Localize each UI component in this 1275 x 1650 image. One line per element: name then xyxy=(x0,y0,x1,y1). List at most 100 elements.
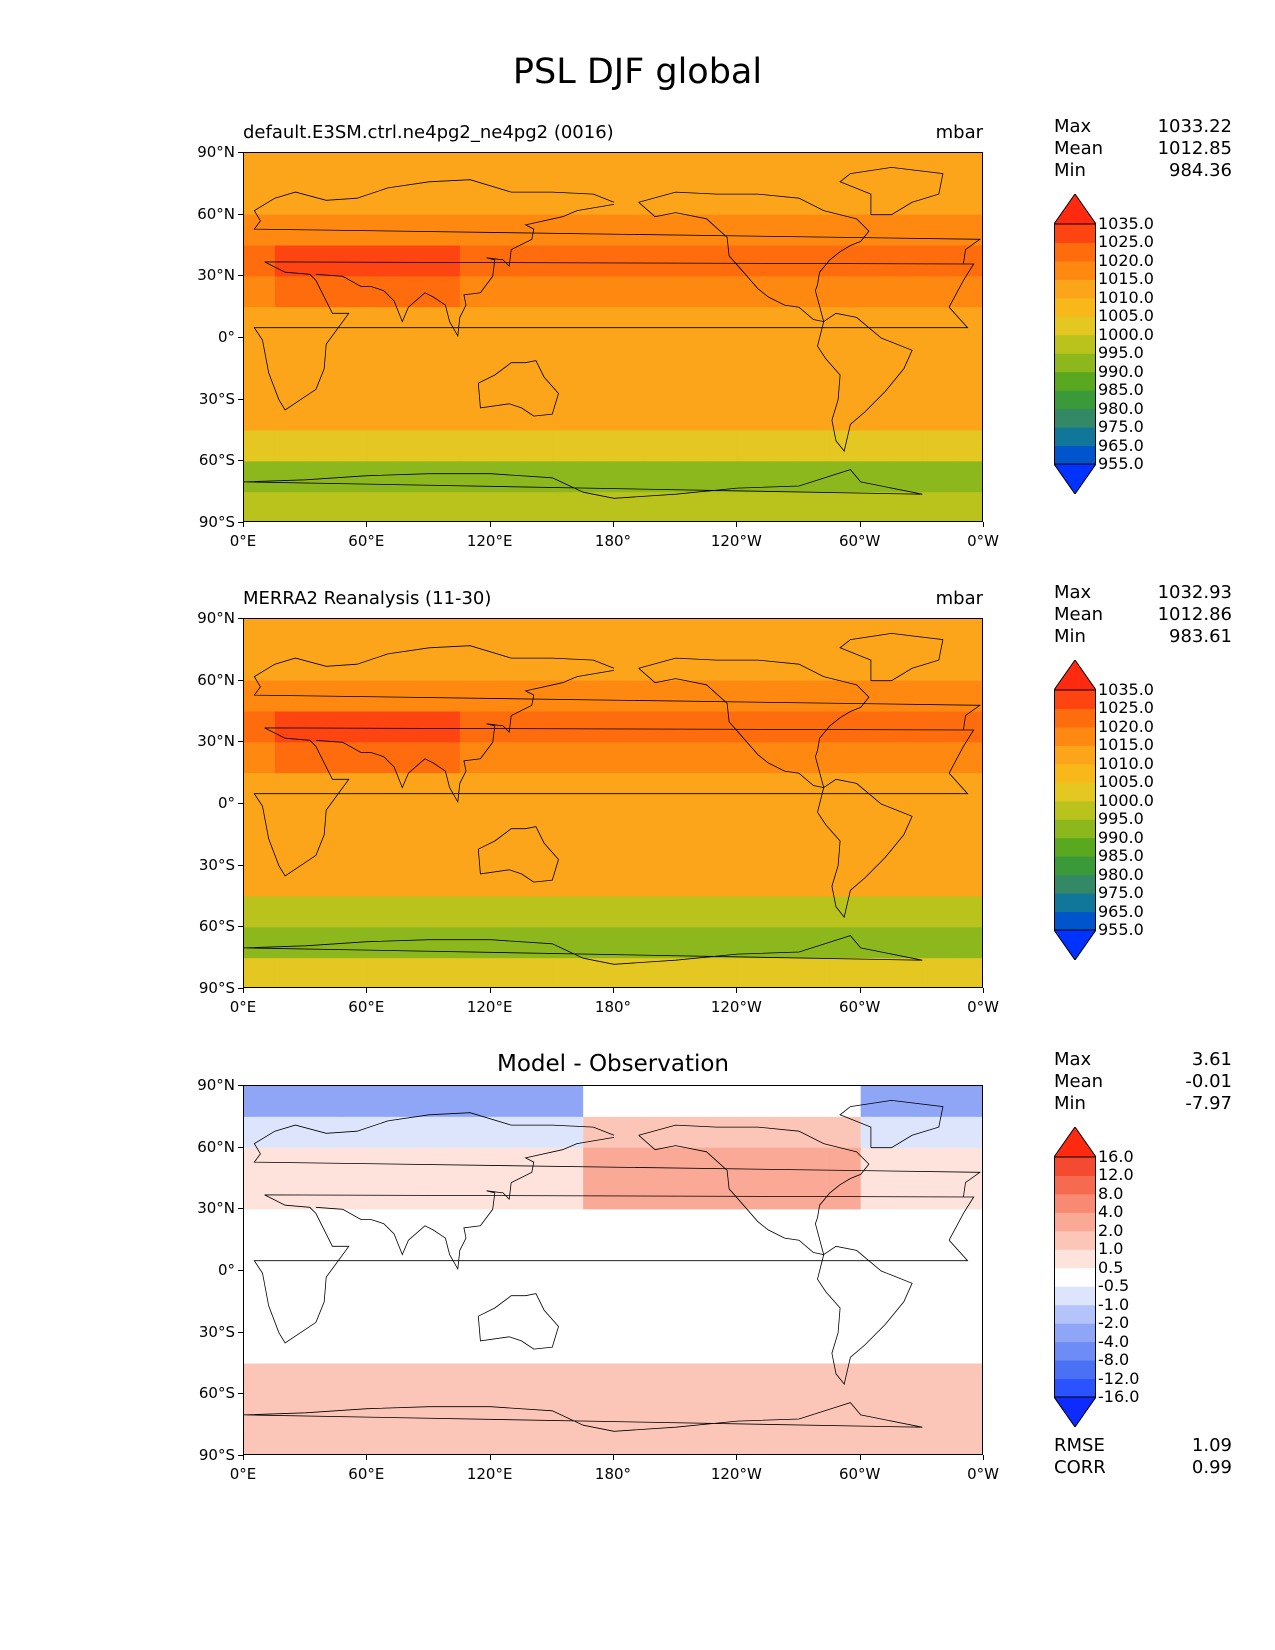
field-cell xyxy=(675,1332,708,1365)
field-cell xyxy=(367,1116,399,1149)
field-cell xyxy=(490,1425,523,1454)
field-cell xyxy=(459,742,492,774)
field-cell xyxy=(305,1363,338,1395)
field-cell xyxy=(644,399,677,432)
field-cell xyxy=(367,1363,399,1395)
field-cell xyxy=(459,368,492,401)
metric-value-rmse: 1.09 xyxy=(1191,1435,1232,1456)
field-cell xyxy=(583,1363,615,1395)
panel-title: Model - Observation xyxy=(496,1051,730,1077)
field-cell xyxy=(860,1147,893,1180)
colorbar-label: 2.0 xyxy=(1098,1220,1124,1240)
field-cell xyxy=(305,245,338,277)
field-cell xyxy=(305,773,338,805)
field-cell xyxy=(336,742,368,774)
field-cell xyxy=(891,183,923,216)
field-cell xyxy=(429,865,461,898)
colorbar-label: 1000.0 xyxy=(1098,324,1154,344)
colorbar-swatch xyxy=(1054,1193,1096,1213)
x-tick-label: 120°E xyxy=(466,1465,513,1483)
field-cell xyxy=(583,1147,615,1180)
field-cell xyxy=(552,619,584,651)
field-cell xyxy=(274,680,307,713)
field-cell xyxy=(860,773,893,805)
field-cell xyxy=(614,461,646,493)
field-cell xyxy=(860,368,893,401)
field-cell xyxy=(336,619,368,651)
field-cell xyxy=(490,680,523,713)
field-cell xyxy=(768,1301,800,1334)
y-tick-label: 30°N xyxy=(197,266,235,285)
coastline xyxy=(315,204,615,338)
field-cell xyxy=(521,804,553,836)
colorbar-swatch xyxy=(1054,708,1096,728)
stat-value-min: 984.36 xyxy=(1169,160,1232,181)
coastline xyxy=(253,645,982,731)
field-cell xyxy=(583,430,615,462)
field-cell xyxy=(953,430,982,462)
field-cell xyxy=(490,896,523,928)
field-cell xyxy=(799,1301,831,1334)
field-cell xyxy=(614,1363,646,1395)
field-cell xyxy=(305,896,338,928)
colorbar-swatch xyxy=(1054,408,1096,428)
field-cell xyxy=(274,958,307,987)
field-cell xyxy=(706,338,738,370)
colorbar-label: 1015.0 xyxy=(1098,735,1154,755)
field-cell xyxy=(860,183,893,216)
field-cell xyxy=(675,1178,708,1210)
field-cell xyxy=(398,1363,430,1395)
field-cell xyxy=(459,245,492,277)
field-cell xyxy=(583,276,615,308)
field-cell xyxy=(644,461,677,493)
field-cell xyxy=(583,804,615,836)
field-cell xyxy=(521,276,553,308)
x-tick-label: 0°W xyxy=(967,998,999,1016)
field-cell xyxy=(521,1301,553,1334)
field-cell xyxy=(459,834,492,867)
field-cell xyxy=(583,742,615,774)
x-tick-mark xyxy=(613,1455,614,1460)
field-cell xyxy=(675,338,708,370)
field-cell xyxy=(829,1116,862,1149)
colorbar-label: 995.0 xyxy=(1098,343,1144,363)
field-cell xyxy=(459,276,492,308)
field-cell xyxy=(953,927,982,959)
field-cell xyxy=(922,1147,954,1180)
field-cell xyxy=(490,773,523,805)
field-cell xyxy=(305,927,338,959)
field-cell xyxy=(398,896,430,928)
field-cell xyxy=(336,1178,368,1210)
stat-value-mean: 1012.86 xyxy=(1157,604,1232,625)
field-cell xyxy=(398,368,430,401)
field-cell xyxy=(737,742,769,774)
field-cell xyxy=(644,307,677,339)
x-tick-label: 0°E xyxy=(229,532,257,550)
y-tick-label: 30°S xyxy=(198,389,235,408)
field-cell xyxy=(521,834,553,867)
field-cell xyxy=(367,804,399,836)
field-cell xyxy=(583,1178,615,1210)
field-cell xyxy=(336,804,368,836)
field-cell xyxy=(953,1240,982,1272)
field-cell xyxy=(336,1240,368,1272)
field-cell xyxy=(829,619,862,651)
x-tick-label: 120°W xyxy=(710,1465,762,1483)
field-cell xyxy=(367,1086,399,1118)
field-cell xyxy=(583,214,615,247)
colorbar-swatch xyxy=(1054,1323,1096,1343)
field-cell xyxy=(799,619,831,651)
field-cell xyxy=(398,1271,430,1303)
field-cell xyxy=(799,276,831,308)
field-cell xyxy=(244,927,276,959)
field-cell xyxy=(737,1301,769,1334)
field-cell xyxy=(244,1240,276,1272)
colorbar-label: 955.0 xyxy=(1098,454,1144,473)
y-tick-mark xyxy=(238,1270,243,1271)
field-cell xyxy=(860,1209,893,1241)
field-cell xyxy=(922,711,954,743)
field-cell xyxy=(274,1363,307,1395)
colorbar-swatch xyxy=(1054,279,1096,299)
field-cell xyxy=(675,214,708,247)
field-cell xyxy=(644,1147,677,1180)
